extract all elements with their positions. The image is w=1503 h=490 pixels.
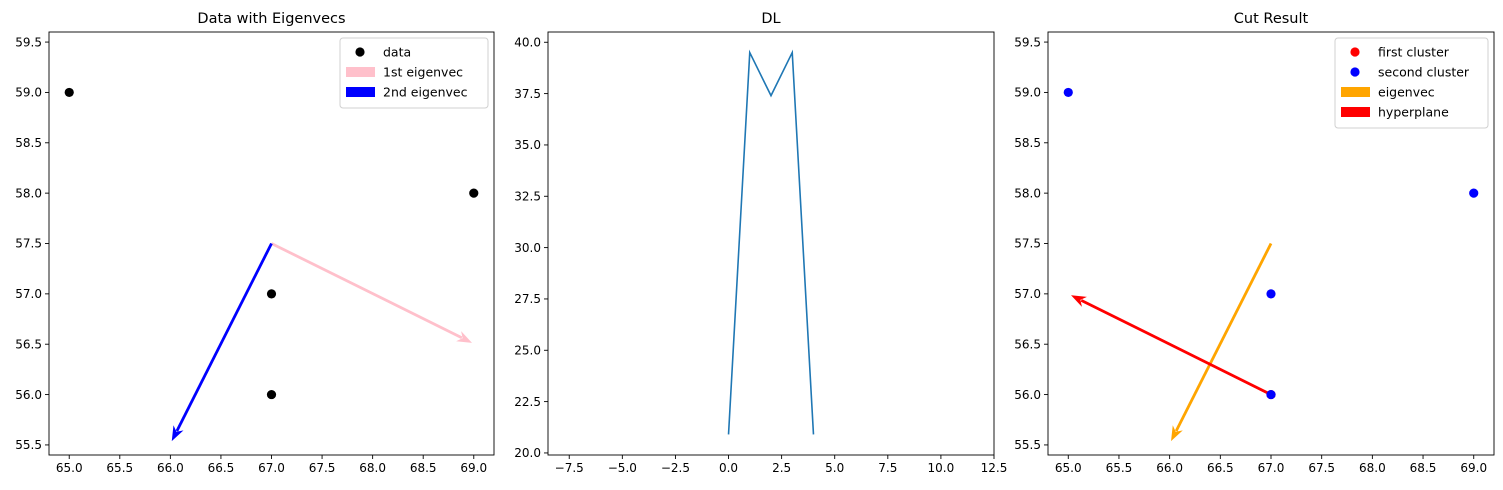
x-tick-label: 66.0 — [1156, 461, 1183, 475]
data-point — [1469, 188, 1479, 198]
legend-marker — [1350, 47, 1360, 57]
data-point — [266, 389, 277, 400]
legend-label: hyperplane — [1378, 105, 1449, 120]
y-tick-label: 20.0 — [514, 446, 541, 460]
y-tick-label: 55.5 — [15, 438, 42, 452]
x-tick-label: −7.5 — [555, 461, 584, 475]
y-tick-label: 27.5 — [514, 292, 541, 306]
legend-label: data — [383, 45, 411, 60]
x-tick-label: 65.0 — [56, 461, 83, 475]
y-tick-label: 37.5 — [514, 87, 541, 101]
x-tick-label: 67.5 — [309, 461, 336, 475]
x-tick-label: −5.0 — [608, 461, 637, 475]
legend-marker — [355, 47, 365, 57]
arrow-shaft — [175, 242, 273, 432]
y-tick-label: 59.5 — [15, 35, 42, 49]
arrow-head — [1071, 295, 1087, 307]
legend: data 1st eigenvec 2nd eigenvec — [339, 37, 489, 109]
y-tick-label: 59.0 — [15, 86, 42, 100]
legend-patch — [346, 67, 375, 77]
y-tick-label: 57.5 — [1014, 237, 1041, 251]
arrow-head — [171, 425, 184, 442]
x-tick-label: 69.0 — [1460, 461, 1487, 475]
arrow-shaft — [1174, 242, 1273, 432]
x-tick-label: 0.0 — [719, 461, 738, 475]
x-tick-label: 65.5 — [1106, 461, 1133, 475]
y-tick-label: 35.0 — [514, 138, 541, 152]
data-point — [469, 188, 479, 198]
y-tick-label: 56.5 — [15, 337, 42, 351]
legend-label: 1st eigenvec — [383, 65, 463, 80]
legend-patch — [1341, 107, 1370, 117]
chart-title: Data with Eigenvecs — [197, 11, 345, 27]
legend-label: second cluster — [1378, 65, 1470, 80]
x-tick-label: 7.5 — [878, 461, 897, 475]
y-tick-label: 25.0 — [514, 343, 541, 357]
x-tick-label: 67.5 — [1308, 461, 1335, 475]
x-tick-label: 68.0 — [359, 461, 386, 475]
arrow-head — [456, 331, 473, 343]
y-tick-label: 56.0 — [15, 388, 42, 402]
series-line — [727, 49, 815, 435]
y-tick-label: 58.5 — [15, 136, 42, 150]
x-tick-label: 66.0 — [157, 461, 184, 475]
x-tick-label: 65.5 — [106, 461, 133, 475]
x-tick-label: 12.5 — [981, 461, 1008, 475]
y-tick-label: 32.5 — [514, 189, 541, 203]
data-point — [1063, 87, 1073, 98]
legend-marker — [1350, 67, 1360, 77]
x-tick-label: 65.0 — [1055, 461, 1082, 475]
y-tick-label: 56.0 — [1014, 388, 1041, 402]
legend-frame — [339, 37, 489, 109]
legend-label: 2nd eigenvec — [383, 85, 468, 100]
legend-label: first cluster — [1378, 45, 1450, 60]
x-tick-label: 66.5 — [208, 461, 235, 475]
x-tick-label: 69.0 — [460, 461, 487, 475]
data-point — [1266, 289, 1276, 299]
y-tick-label: 57.5 — [15, 237, 42, 251]
data-point — [64, 87, 74, 98]
x-tick-label: 2.5 — [772, 461, 791, 475]
x-tick-label: 5.0 — [825, 461, 844, 475]
legend-patch — [1341, 87, 1370, 97]
y-tick-label: 59.5 — [1014, 35, 1041, 49]
panel-cut-result: Cut Result 65.0 65.5 66.0 66.5 67.0 67.5 68.0 6… — [1014, 11, 1495, 475]
x-tick-label: 66.5 — [1207, 461, 1234, 475]
x-tick-label: 67.0 — [258, 461, 285, 475]
y-tick-label: 58.0 — [1014, 186, 1041, 200]
y-tick-label: 40.0 — [514, 35, 541, 49]
x-tick-label: −2.5 — [661, 461, 690, 475]
data-point — [266, 289, 277, 299]
arrow-shaft — [270, 242, 463, 340]
x-tick-label: 68.0 — [1359, 461, 1386, 475]
x-tick-label: 68.5 — [410, 461, 437, 475]
chart-title: DL — [761, 11, 780, 27]
data-point — [1266, 389, 1276, 400]
arrow-head — [1171, 425, 1183, 442]
y-tick-label: 57.0 — [1014, 287, 1041, 301]
legend-patch — [346, 87, 375, 97]
y-tick-label: 59.0 — [1014, 86, 1041, 100]
y-tick-label: 30.0 — [514, 241, 541, 255]
arrow-shaft — [1080, 299, 1272, 396]
y-tick-label: 58.0 — [15, 186, 42, 200]
y-tick-label: 58.5 — [1014, 136, 1041, 150]
panel-dl: DL −7.5 −5.0 −2.5 0.0 2.5 5.0 7.5 10.0 12.5 20.0 2… — [514, 11, 1007, 475]
legend-frame — [1334, 37, 1489, 129]
y-tick-label: 22.5 — [514, 395, 541, 409]
x-tick-label: 67.0 — [1258, 461, 1285, 475]
legend-label: eigenvec — [1378, 85, 1435, 100]
axes-frame — [547, 31, 995, 456]
x-tick-label: 10.0 — [928, 461, 955, 475]
y-tick-label: 57.0 — [15, 287, 42, 301]
panel-data-with-eigenvecs: Data with Eigenvecs 65.0 65.5 66.0 66.5 67.0… — [15, 11, 495, 475]
chart-title: Cut Result — [1234, 11, 1309, 27]
legend: first cluster second cluster eigenvec hyper… — [1334, 37, 1489, 129]
x-tick-label: 68.5 — [1410, 461, 1437, 475]
y-tick-label: 56.5 — [1014, 337, 1041, 351]
y-tick-label: 55.5 — [1014, 438, 1041, 452]
